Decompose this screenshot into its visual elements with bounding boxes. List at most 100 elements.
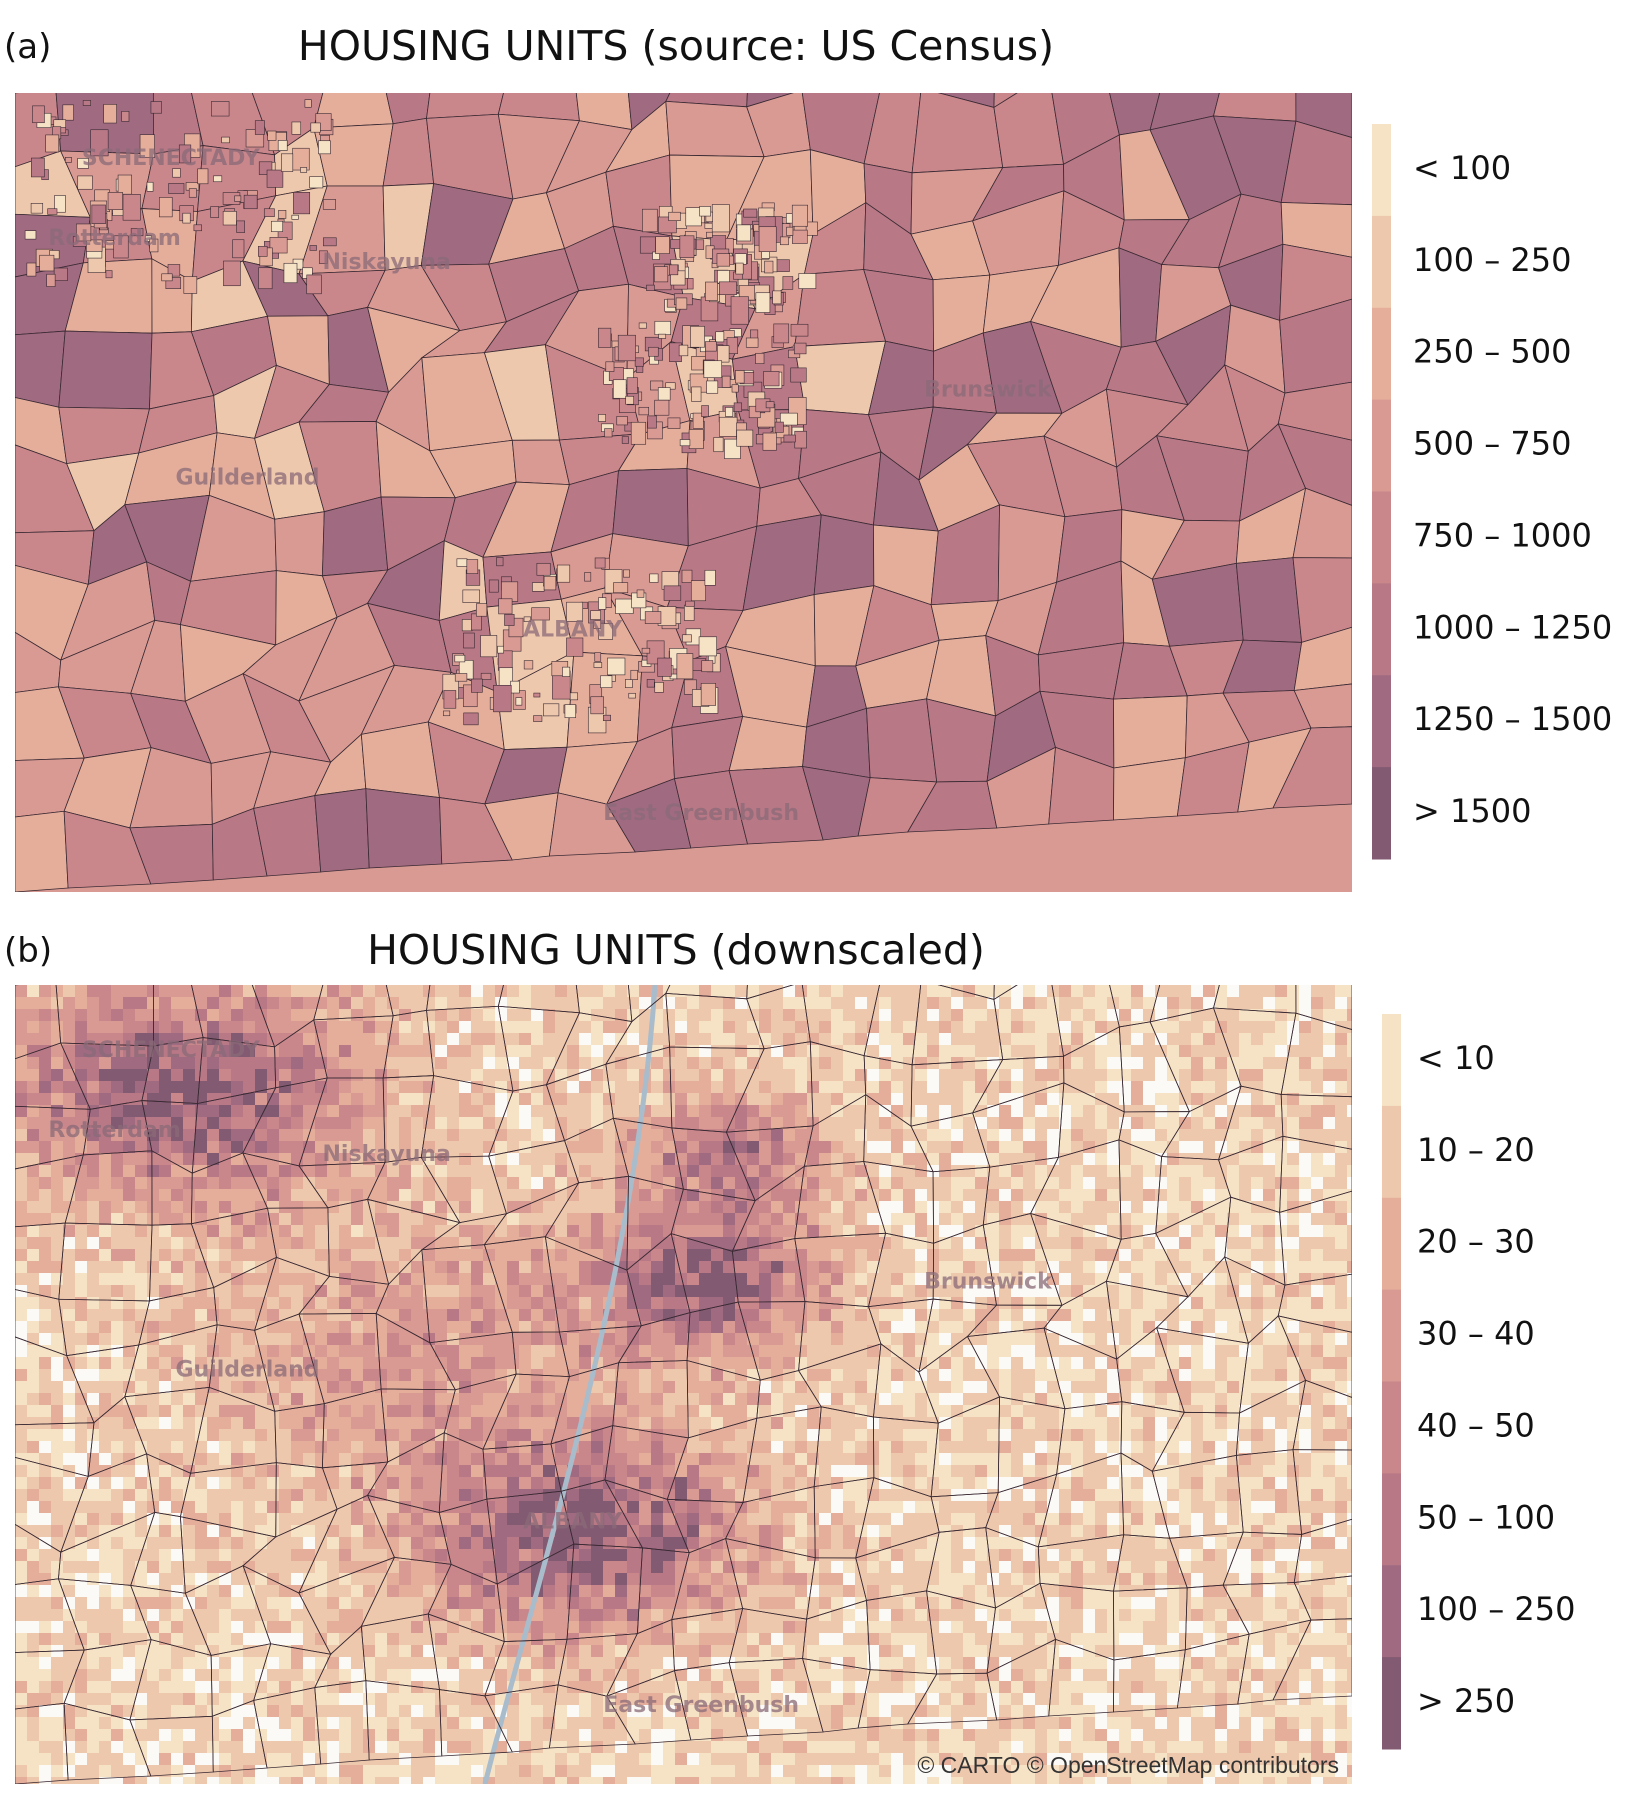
raster-cell (723, 1369, 735, 1381)
raster-cell (579, 1237, 591, 1249)
tract (773, 323, 790, 344)
raster-cell (1323, 1009, 1335, 1021)
raster-cell (759, 1405, 771, 1417)
raster-cell (987, 1381, 999, 1393)
raster-cell (159, 997, 171, 1009)
raster-cell (531, 1405, 543, 1417)
raster-cell (495, 1417, 507, 1429)
raster-cell (411, 1321, 423, 1333)
raster-cell (75, 985, 87, 997)
raster-cell (1119, 1129, 1131, 1141)
raster-cell (291, 1453, 303, 1465)
raster-cell (555, 997, 567, 1009)
raster-cell (915, 1033, 927, 1045)
raster-cell (363, 1093, 375, 1105)
raster-cell (207, 1165, 219, 1177)
raster-cell (147, 1249, 159, 1261)
raster-cell (351, 1045, 363, 1057)
raster-cell (135, 1105, 147, 1117)
raster-cell (315, 1309, 327, 1321)
raster-cell (1335, 1357, 1347, 1369)
raster-cell (1227, 1021, 1239, 1033)
raster-cell (1299, 1261, 1311, 1273)
raster-cell (855, 1201, 867, 1213)
raster-cell (555, 1405, 567, 1417)
raster-cell (1035, 1417, 1047, 1429)
raster-cell (315, 1105, 327, 1117)
raster-cell (651, 1045, 663, 1057)
raster-cell (687, 1369, 699, 1381)
raster-cell (603, 1441, 615, 1453)
raster-cell (1179, 1165, 1191, 1177)
raster-cell (387, 1261, 399, 1273)
raster-cell (399, 1081, 411, 1093)
raster-cell (327, 1345, 339, 1357)
raster-cell (1083, 1381, 1095, 1393)
raster-cell (351, 1345, 363, 1357)
raster-cell (1239, 1381, 1251, 1393)
raster-cell (411, 1393, 423, 1405)
tract (679, 235, 695, 258)
raster-cell (1167, 1033, 1179, 1045)
raster-cell (951, 1285, 963, 1297)
raster-cell (783, 1357, 795, 1369)
raster-cell (963, 1357, 975, 1369)
raster-cell (819, 1309, 831, 1321)
raster-cell (1035, 1405, 1047, 1417)
tract (454, 673, 468, 682)
raster-cell (543, 1309, 555, 1321)
tract (745, 337, 759, 348)
raster-cell (807, 1093, 819, 1105)
raster-cell (807, 1357, 819, 1369)
raster-cell (159, 1297, 171, 1309)
raster-cell (387, 1369, 399, 1381)
tract (103, 104, 117, 124)
raster-cell (315, 1069, 327, 1081)
raster-cell (351, 1333, 363, 1345)
raster-cell (435, 1141, 447, 1153)
raster-cell (711, 1213, 723, 1225)
raster-cell (783, 1177, 795, 1189)
raster-cell (1347, 1345, 1352, 1357)
raster-cell (219, 1105, 231, 1117)
raster-cell (123, 1141, 135, 1153)
raster-cell (759, 1177, 771, 1189)
raster-cell (207, 1009, 219, 1021)
raster-cell (699, 1141, 711, 1153)
raster-cell (531, 1285, 543, 1297)
raster-cell (195, 1381, 207, 1393)
raster-cell (759, 1309, 771, 1321)
raster-cell (639, 1357, 651, 1369)
raster-cell (807, 1021, 819, 1033)
raster-cell (99, 1069, 111, 1081)
raster-cell (531, 1069, 543, 1081)
raster-cell (459, 1357, 471, 1369)
raster-cell (255, 1021, 267, 1033)
tract (634, 357, 644, 367)
raster-cell (795, 1129, 807, 1141)
raster-cell (723, 1033, 735, 1045)
raster-cell (843, 1081, 855, 1093)
raster-cell (1287, 1045, 1299, 1057)
raster-cell (351, 1285, 363, 1297)
raster-cell (483, 1213, 495, 1225)
raster-cell (1215, 1129, 1227, 1141)
raster-cell (483, 1225, 495, 1237)
raster-cell (1179, 1129, 1191, 1141)
raster-cell (519, 1261, 531, 1273)
raster-cell (183, 1321, 195, 1333)
raster-cell (807, 1393, 819, 1405)
raster-cell (615, 1021, 627, 1033)
raster-cell (1203, 1237, 1215, 1249)
raster-cell (351, 1009, 363, 1021)
raster-cell (147, 1369, 159, 1381)
raster-cell (423, 1057, 435, 1069)
raster-cell (939, 1177, 951, 1189)
tract (254, 120, 265, 135)
raster-cell (1143, 1441, 1155, 1453)
raster-cell (111, 1309, 123, 1321)
raster-cell (207, 1201, 219, 1213)
raster-cell (603, 1129, 615, 1141)
raster-cell (207, 1465, 219, 1477)
raster-cell (75, 997, 87, 1009)
